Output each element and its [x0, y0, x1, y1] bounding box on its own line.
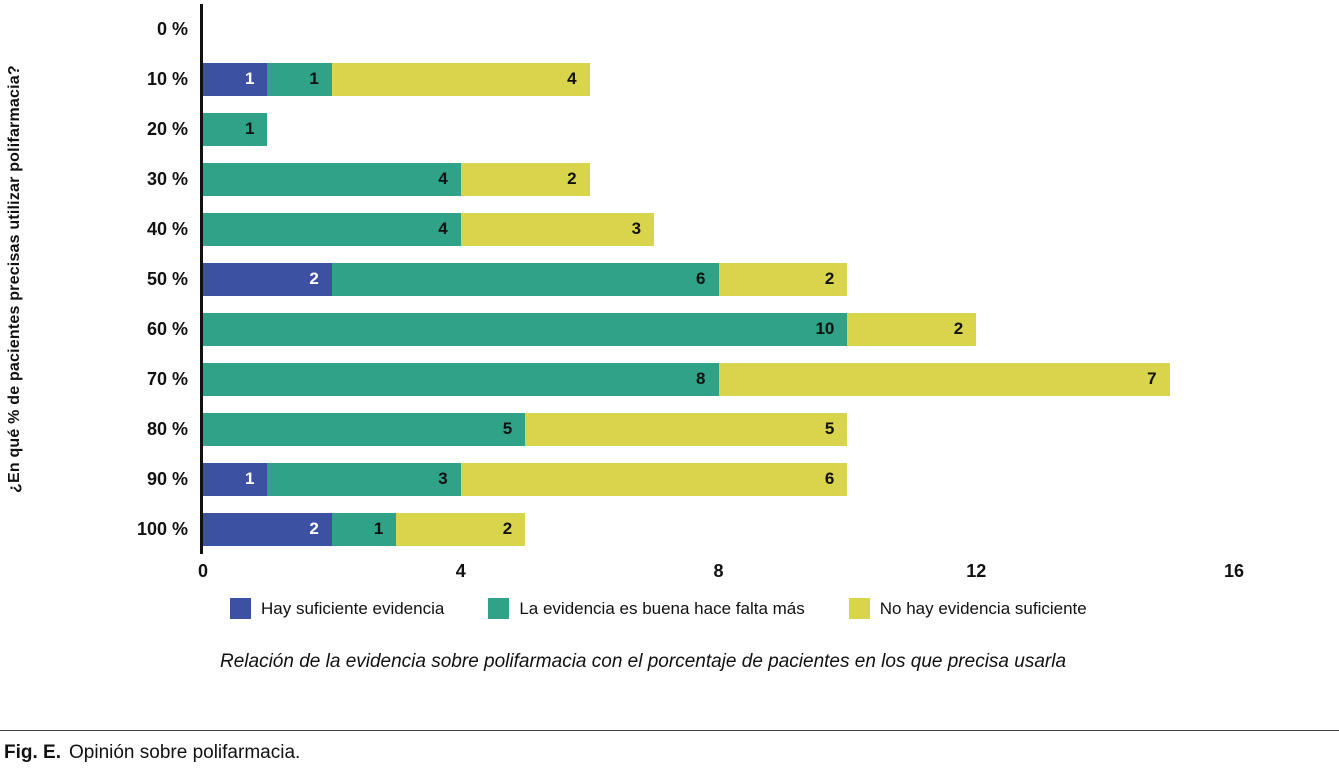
bar-row: 90 % 1 3 6 — [0, 454, 1339, 504]
legend-swatch — [488, 598, 510, 619]
category-label: 60 % — [146, 318, 188, 339]
bar-segment: 2 — [396, 512, 526, 546]
bar-segment: 8 — [203, 362, 719, 396]
x-tick-label: 4 — [455, 561, 466, 581]
x-tick-label: 12 — [966, 561, 987, 581]
bar-segment: 6 — [331, 262, 719, 296]
bar-stack — [203, 13, 1234, 46]
bar-segment: 2 — [460, 162, 590, 196]
category-label: 100 % — [136, 518, 188, 539]
bar-segment: 2 — [203, 262, 332, 296]
category-label: 30 % — [146, 168, 188, 189]
bar-segment: 1 — [203, 112, 268, 146]
bar-segment: 1 — [331, 512, 397, 546]
category-label: 10 % — [146, 68, 188, 89]
bar-row: 80 % 5 5 — [0, 404, 1339, 454]
bar-segment: 5 — [203, 412, 526, 446]
bar-row: 40 % 4 3 — [0, 204, 1339, 254]
bar-row: 10 % 1 1 4 — [0, 54, 1339, 104]
bar-row: 0 % — [0, 4, 1339, 54]
bar-segment: 5 — [525, 412, 848, 446]
bar-segment: 3 — [267, 462, 461, 496]
bar-rows: 0 % 10 % 1 1 4 20 % 1 30 % 4 2 40 % 4 3 50 % 2 6 2 60 % 10… — [0, 4, 1339, 554]
bar-stack: 10 2 — [203, 312, 1234, 346]
legend-label: Hay suficiente evidencia — [261, 598, 445, 618]
bar-row: 70 % 8 7 — [0, 354, 1339, 404]
legend-swatch — [848, 598, 870, 619]
bar-row: 50 % 2 6 2 — [0, 254, 1339, 304]
figure-title: Opinión sobre polifarmacia. — [69, 742, 301, 763]
bar-row: 30 % 4 2 — [0, 154, 1339, 204]
bar-row: 20 % 1 — [0, 104, 1339, 154]
bar-segment: 1 — [203, 462, 268, 496]
x-tick-label: 16 — [1223, 561, 1245, 581]
bar-segment: 1 — [203, 62, 268, 96]
legend-item: No hay evidencia suficiente — [848, 598, 1087, 619]
category-label: 80 % — [146, 418, 188, 439]
category-label: 70 % — [146, 368, 188, 389]
x-tick-label: 0 — [197, 561, 209, 581]
bar-segment: 2 — [847, 312, 977, 346]
bar-segment: 3 — [460, 212, 655, 246]
category-label: 0 % — [156, 18, 188, 39]
legend-swatch — [230, 598, 251, 619]
bar-segment: 10 — [203, 312, 848, 346]
bar-segment: 2 — [718, 262, 848, 296]
figure-caption: Fig. E. Opinión sobre polifarmacia. — [4, 742, 300, 764]
bar-segment: 4 — [331, 62, 590, 96]
x-axis-ticks: 0 4 8 12 16 — [198, 554, 1244, 584]
bar-segment: 7 — [718, 362, 1170, 396]
bar-row: 100 % 2 1 2 — [0, 504, 1339, 554]
bar-segment: 2 — [203, 512, 332, 546]
bar-segment: 1 — [267, 62, 332, 96]
stacked-bar-chart: ¿En qué % de pacientes precisas utilizar… — [0, 4, 1339, 584]
legend-item: Hay suficiente evidencia — [230, 598, 444, 619]
chart-caption: Relación de la evidencia sobre polifarma… — [220, 651, 1067, 672]
category-label: 20 % — [146, 118, 188, 139]
figure-divider — [0, 730, 1339, 731]
legend-label: La evidencia es buena hace falta más — [519, 598, 805, 618]
x-tick-label: 8 — [713, 561, 724, 581]
category-label: 40 % — [146, 218, 188, 239]
bar-row: 60 % 10 2 — [0, 304, 1339, 354]
legend: Hay suficiente evidencia La evidencia es … — [230, 598, 1339, 619]
legend-label: No hay evidencia suficiente — [879, 598, 1087, 618]
category-label: 50 % — [146, 268, 188, 289]
bar-segment: 4 — [203, 162, 461, 196]
legend-item: La evidencia es buena hace falta más — [488, 598, 805, 619]
bar-segment: 4 — [203, 212, 461, 246]
bar-segment: 6 — [460, 462, 848, 496]
category-label: 90 % — [146, 468, 188, 489]
figure-label: Fig. E. — [4, 742, 61, 763]
bar-stack: 1 — [203, 112, 1234, 146]
